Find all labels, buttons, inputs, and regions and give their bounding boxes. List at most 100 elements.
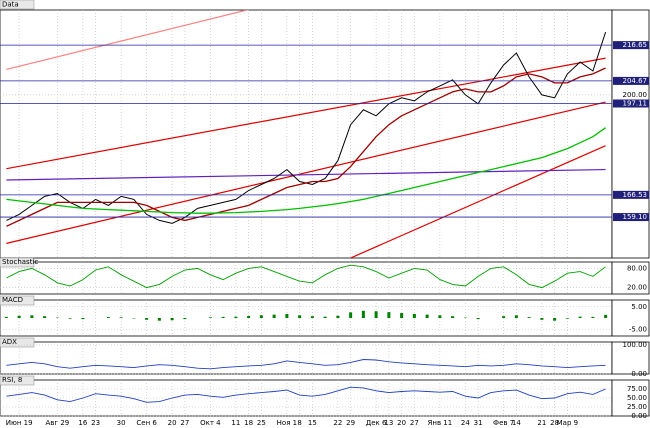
y-tick-label: -5.00 bbox=[629, 325, 647, 333]
bar bbox=[527, 317, 531, 318]
bar bbox=[157, 318, 161, 321]
bar bbox=[106, 317, 110, 318]
bar bbox=[183, 318, 187, 320]
panel-title-box bbox=[0, 375, 35, 386]
bar bbox=[81, 318, 85, 320]
bar bbox=[591, 316, 595, 318]
trend-line bbox=[350, 145, 606, 258]
panel-title-box bbox=[0, 0, 35, 10]
level-label-box bbox=[613, 76, 649, 85]
x-tick-label: 11 bbox=[231, 419, 240, 427]
bar bbox=[247, 315, 251, 318]
trend-line bbox=[6, 10, 250, 71]
panel-title: RSI, 8 bbox=[2, 376, 22, 384]
bar bbox=[298, 315, 302, 318]
x-tick-label: 13 bbox=[384, 419, 393, 427]
trend-line bbox=[6, 57, 606, 170]
bar bbox=[285, 313, 289, 318]
x-tick-label: 29 bbox=[346, 419, 355, 427]
x-tick-label: 16 bbox=[78, 419, 87, 427]
level-label: 216.65 bbox=[623, 41, 648, 49]
level-label-box bbox=[613, 190, 649, 199]
level-label: 166.53 bbox=[623, 191, 648, 199]
bar bbox=[4, 316, 8, 318]
bar bbox=[259, 315, 263, 318]
bar bbox=[170, 318, 174, 321]
x-tick-label: 18 bbox=[244, 419, 253, 427]
bar bbox=[476, 318, 480, 320]
y-tick-label: 0.00 bbox=[631, 370, 647, 378]
level-label: 204.67 bbox=[623, 77, 648, 85]
bar bbox=[565, 318, 569, 319]
x-tick-label: Мар 9 bbox=[557, 419, 578, 427]
bar bbox=[272, 314, 276, 318]
bar bbox=[68, 318, 72, 319]
bar bbox=[604, 314, 608, 318]
y-tick-label: 20.00 bbox=[627, 284, 647, 292]
x-tick-label: 25 bbox=[257, 419, 266, 427]
bar bbox=[145, 318, 149, 320]
level-label: 197.11 bbox=[623, 99, 648, 107]
axis-strip bbox=[611, 379, 650, 417]
panel-title: ADX bbox=[2, 338, 17, 346]
bar bbox=[336, 315, 340, 318]
series-line bbox=[6, 359, 606, 370]
bar bbox=[553, 318, 557, 321]
x-tick-label: 28 bbox=[550, 419, 559, 427]
x-tick-label: 15 bbox=[308, 419, 317, 427]
x-tick-label: 21 bbox=[537, 419, 546, 427]
trend-line bbox=[6, 101, 606, 244]
level-label-box bbox=[613, 99, 649, 108]
y-tick-label: 25.00 bbox=[627, 403, 647, 411]
bar bbox=[208, 317, 212, 318]
bar bbox=[438, 315, 442, 318]
bar bbox=[323, 316, 327, 318]
bar bbox=[387, 312, 391, 318]
bar bbox=[234, 316, 238, 318]
y-tick-label: 75.00 bbox=[627, 385, 647, 393]
axis-strip bbox=[611, 261, 650, 295]
x-tick-label: 20 bbox=[397, 419, 406, 427]
bar bbox=[119, 317, 123, 318]
y-tick-label: 200.00 bbox=[623, 91, 648, 99]
x-tick-label: Окт 4 bbox=[200, 419, 221, 427]
x-tick-label: Дек 6 bbox=[366, 419, 387, 427]
panel-title-box bbox=[0, 295, 35, 306]
bar bbox=[400, 313, 404, 318]
y-tick-label: 50.00 bbox=[627, 394, 647, 402]
axis-strip bbox=[611, 341, 650, 375]
bar bbox=[425, 314, 429, 318]
bar bbox=[578, 316, 582, 318]
x-tick-label: 20 bbox=[168, 419, 177, 427]
level-label-box bbox=[613, 41, 649, 50]
x-tick-label: 22 bbox=[333, 419, 342, 427]
x-tick-label: Сен 6 bbox=[136, 419, 157, 427]
axis-strip bbox=[611, 299, 650, 337]
plot-clip bbox=[6, 10, 607, 258]
bar bbox=[310, 316, 314, 318]
x-tick-label: Янв 11 bbox=[428, 419, 453, 427]
panel-title-box bbox=[0, 337, 35, 348]
panel-title: Data bbox=[2, 1, 19, 9]
bar bbox=[349, 312, 353, 318]
x-tick-label: 31 bbox=[474, 419, 483, 427]
bar bbox=[502, 316, 506, 318]
panel-title: Stochastic bbox=[2, 258, 38, 266]
x-tick-label: 23 bbox=[91, 419, 100, 427]
y-tick-label: 0.00 bbox=[631, 412, 647, 420]
bar bbox=[43, 316, 47, 318]
bar bbox=[412, 313, 416, 318]
x-tick-label: Фев 7 bbox=[493, 419, 514, 427]
x-tick-label: 30 bbox=[117, 419, 126, 427]
y-tick-label: 80.00 bbox=[627, 264, 647, 272]
x-tick-label: Авг 29 bbox=[46, 419, 70, 427]
panel-title-box bbox=[0, 257, 35, 268]
bar bbox=[451, 316, 455, 318]
series-line bbox=[6, 386, 606, 403]
bar bbox=[374, 311, 378, 318]
x-tick-label: 14 bbox=[512, 419, 521, 427]
series-line bbox=[6, 127, 606, 214]
level-label-box bbox=[613, 213, 649, 222]
y-tick-label: 100.00 bbox=[623, 341, 648, 349]
